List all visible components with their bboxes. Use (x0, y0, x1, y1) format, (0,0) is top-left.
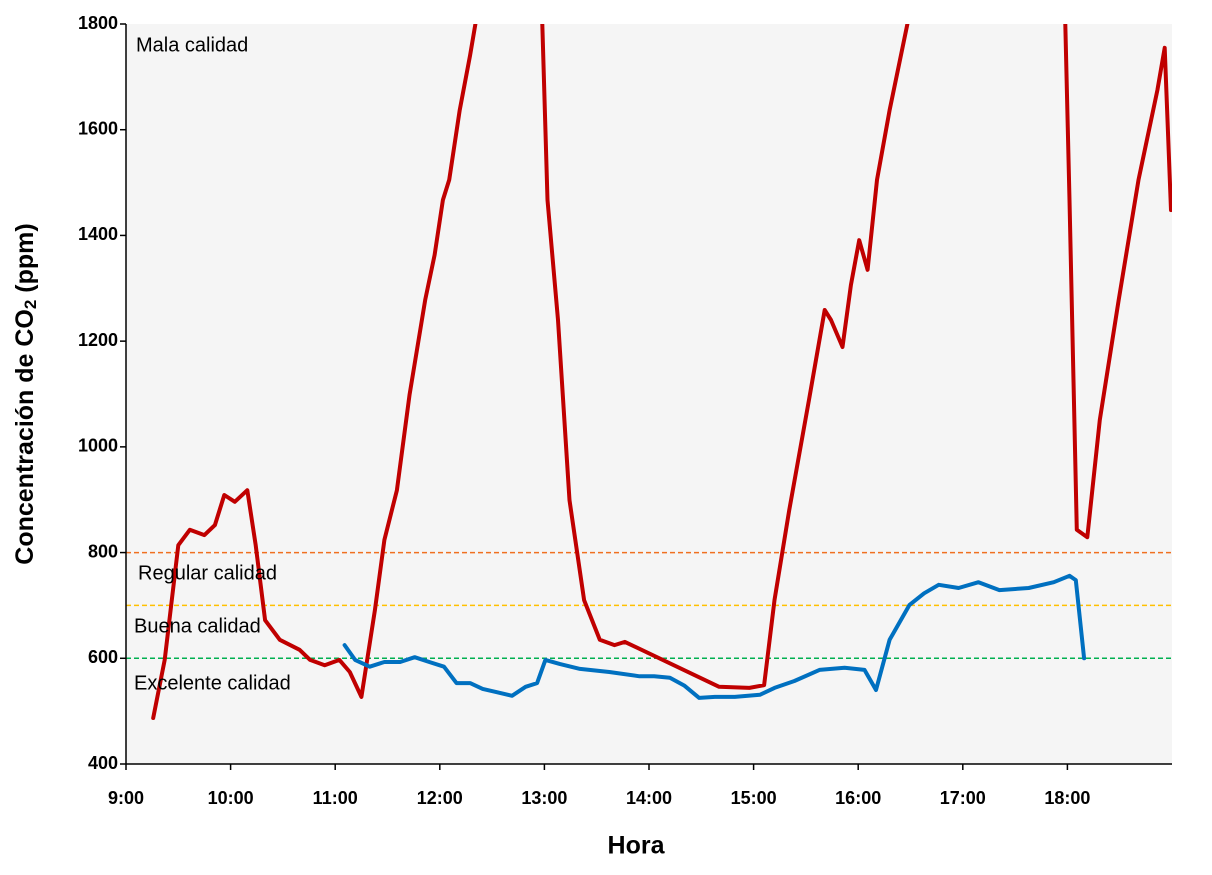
y-label-unit: (ppm) (11, 223, 39, 299)
y-axis-label: Concentración de CO2 (ppm) (11, 223, 41, 564)
x-axis-label: Hora (608, 832, 666, 860)
y-tick-label: 1400 (78, 224, 118, 244)
y-tick-label: 600 (88, 647, 118, 667)
y-label-sub: 2 (21, 300, 40, 309)
series-lines (151, 24, 1172, 720)
reference-lines (126, 551, 1172, 660)
zone-label: Mala calidad (136, 34, 248, 56)
x-tick-label: 13:00 (521, 788, 567, 808)
y-tick-label: 1200 (78, 330, 118, 350)
y-tick-label: 800 (88, 541, 118, 561)
x-tick-label: 16:00 (835, 788, 881, 808)
x-tick-label: 9:00 (108, 788, 144, 808)
y-tick-label: 400 (88, 753, 118, 773)
series-line (151, 24, 1172, 720)
zone-label: Regular calidad (138, 562, 277, 584)
y-tick-label: 1600 (78, 118, 118, 138)
zone-label: Buena calidad (134, 615, 261, 637)
x-tick-label: 12:00 (417, 788, 463, 808)
x-tick-label: 11:00 (313, 788, 358, 808)
y-label-text: Concentración de CO (11, 309, 39, 565)
y-tick-label: 1800 (78, 13, 118, 33)
y-tick-label: 1000 (78, 436, 118, 456)
x-tick-label: 18:00 (1044, 788, 1090, 808)
series-line (342, 573, 1087, 700)
zone-label: Excelente calidad (134, 672, 291, 694)
x-tick-label: 15:00 (731, 788, 777, 808)
x-tick-label: 17:00 (940, 788, 986, 808)
x-tick-label: 10:00 (208, 788, 254, 808)
plot-area (126, 24, 1172, 764)
x-tick-label: 14:00 (626, 788, 672, 808)
